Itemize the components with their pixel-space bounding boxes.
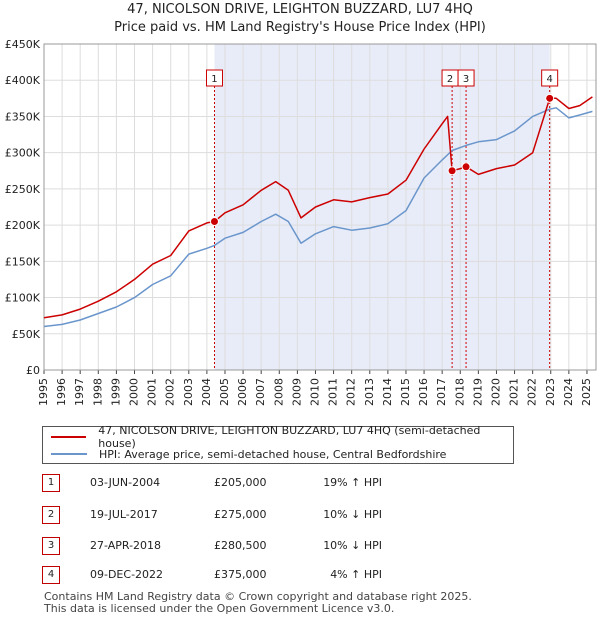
x-tick-label: 2004 — [200, 378, 213, 406]
table-row: 4 09-DEC-2022 £375,000 4% ↑ HPI — [42, 566, 402, 586]
legend-entry-hpi: HPI: Average price, semi-detached house,… — [51, 446, 446, 462]
transaction-price: £280,500 — [214, 539, 267, 552]
x-tick-label: 2013 — [363, 378, 376, 406]
series-line-hpi — [43, 107, 593, 328]
x-tick-label: 2015 — [399, 378, 412, 406]
y-tick-label: £200K — [5, 219, 41, 232]
sale-point — [461, 162, 471, 172]
chart-subtitle: Price paid vs. HM Land Registry's House … — [114, 20, 486, 35]
x-tick-label: 2023 — [544, 378, 557, 406]
x-tick-label: 1995 — [37, 378, 50, 406]
chart-title: 47, NICOLSON DRIVE, LEIGHTON BUZZARD, LU… — [127, 2, 473, 17]
legend-swatch-hpi — [51, 453, 87, 455]
x-tick-label: 2011 — [327, 378, 340, 406]
transaction-hpi: 10% ↓ HPI — [323, 508, 382, 521]
x-tick-label: 2007 — [254, 378, 267, 406]
x-tick-label: 2009 — [290, 378, 303, 406]
transaction-date: 19-JUL-2017 — [90, 508, 158, 521]
transaction-date: 27-APR-2018 — [90, 539, 162, 552]
price-chart: £0 £50K £100K £150K £200K £250K £300K £350K £400… — [5, 38, 597, 406]
sale-badge — [457, 69, 475, 87]
y-tick-label: £400K — [5, 74, 41, 87]
legend: 47, NICOLSON DRIVE, LEIGHTON BUZZARD, LU… — [42, 424, 514, 464]
x-tick-label: 2012 — [345, 378, 358, 406]
table-row: 3 27-APR-2018 £280,500 10% ↓ HPI — [42, 537, 402, 557]
transaction-badge: 3 — [42, 537, 60, 555]
x-tick-label: 2002 — [164, 378, 177, 406]
x-tick-label: 2017 — [435, 378, 448, 406]
y-tick-label: £250K — [5, 183, 41, 196]
transaction-date: 09-DEC-2022 — [90, 568, 164, 581]
x-tick-label: 2021 — [508, 378, 521, 406]
sale-point — [447, 166, 457, 176]
x-tick-label: 2024 — [562, 378, 575, 406]
sale-badge-label: 1 — [211, 74, 217, 85]
transaction-price: £375,000 — [214, 568, 267, 581]
x-tick-label: 2016 — [417, 378, 430, 406]
x-tick-label: 2001 — [146, 378, 159, 406]
x-tick-label: 2014 — [381, 378, 394, 406]
x-tick-label: 2003 — [182, 378, 195, 406]
x-tick-label: 1997 — [73, 378, 86, 406]
sale-badge-label: 4 — [546, 74, 552, 85]
x-tick-label: 2020 — [489, 378, 502, 406]
transaction-date: 03-JUN-2004 — [90, 476, 161, 489]
y-tick-label: £450K — [5, 38, 41, 51]
y-tick-label: £100K — [5, 292, 41, 305]
x-tick-label: 2018 — [453, 378, 466, 406]
footer-licence: This data is licensed under the Open Gov… — [44, 602, 395, 615]
sale-point — [545, 93, 555, 103]
sale-badge-label: 2 — [447, 74, 453, 85]
transaction-badge: 1 — [42, 474, 60, 492]
x-tick-label: 2000 — [127, 378, 140, 406]
transaction-hpi: 4% ↑ HPI — [330, 568, 382, 581]
table-row: 2 19-JUL-2017 £275,000 10% ↓ HPI — [42, 506, 402, 526]
x-tick-label: 2025 — [580, 378, 593, 406]
y-tick-label: £150K — [5, 255, 41, 268]
x-tick-label: 1996 — [55, 378, 68, 406]
sale-badge — [205, 69, 223, 87]
transaction-hpi: 19% ↑ HPI — [323, 476, 382, 489]
transaction-badge: 2 — [42, 506, 60, 524]
transaction-badge: 4 — [42, 566, 60, 584]
y-tick-label: £50K — [12, 328, 41, 341]
shaded-period — [214, 44, 550, 370]
x-tick-label: 2010 — [308, 378, 321, 406]
footer-copyright: Contains HM Land Registry data © Crown c… — [44, 590, 472, 603]
series-line-price — [43, 96, 593, 319]
y-tick-label: £300K — [5, 147, 41, 160]
plot-border — [43, 43, 597, 371]
x-tick-label: 2022 — [526, 378, 539, 406]
sale-badge — [541, 69, 559, 87]
legend-swatch-price — [51, 436, 87, 438]
y-tick-label: £0 — [26, 364, 40, 377]
legend-label-price: 47, NICOLSON DRIVE, LEIGHTON BUZZARD, LU… — [98, 424, 481, 450]
transaction-price: £275,000 — [214, 508, 267, 521]
x-tick-label: 2019 — [471, 378, 484, 406]
sale-point — [209, 216, 219, 226]
transaction-price: £205,000 — [214, 476, 267, 489]
y-tick-label: £350K — [5, 110, 41, 123]
x-tick-label: 1999 — [109, 378, 122, 406]
sale-badge-label: 3 — [463, 74, 469, 85]
x-tick-label: 2005 — [218, 378, 231, 406]
x-tick-label: 2006 — [236, 378, 249, 406]
legend-entry-price: 47, NICOLSON DRIVE, LEIGHTON BUZZARD, LU… — [51, 424, 513, 450]
x-tick-label: 1998 — [91, 378, 104, 406]
legend-label-hpi: HPI: Average price, semi-detached house,… — [99, 447, 447, 461]
transaction-hpi: 10% ↓ HPI — [323, 539, 382, 552]
x-tick-label: 2008 — [272, 378, 285, 406]
table-row: 1 03-JUN-2004 £205,000 19% ↑ HPI — [42, 474, 402, 494]
